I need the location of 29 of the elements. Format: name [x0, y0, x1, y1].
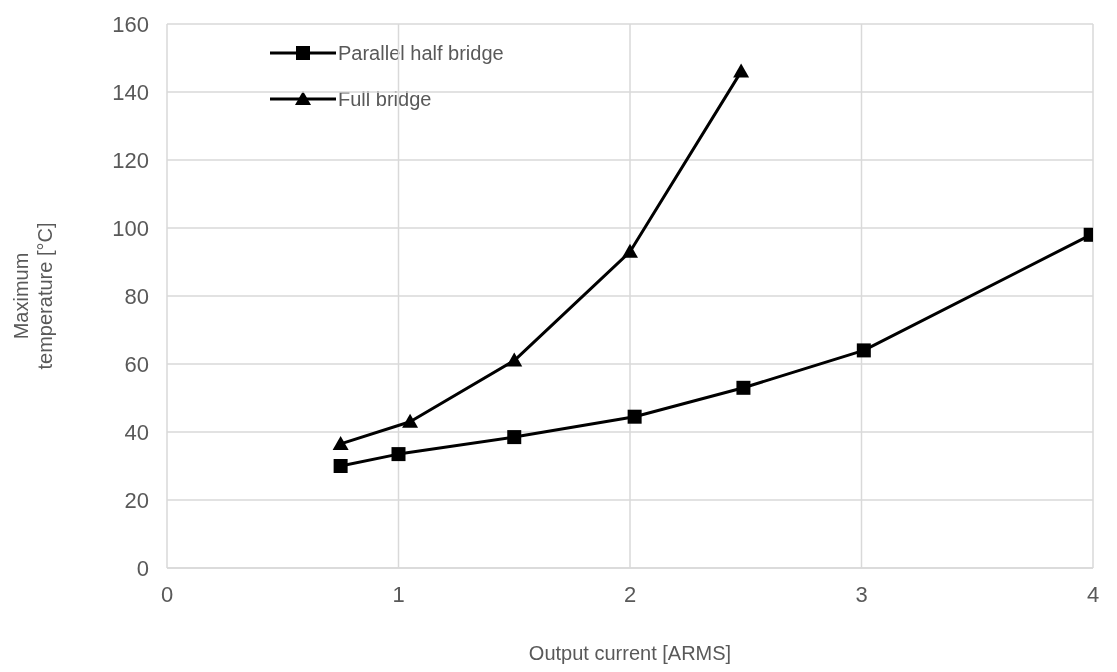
point [627, 409, 642, 424]
legend-label: Parallel half bridge [338, 41, 504, 65]
y-tick-label: 0 [136, 555, 149, 581]
point [506, 352, 523, 367]
point [622, 243, 638, 258]
y-axis-title: Maximum temperature [°C] [10, 222, 56, 370]
x-tick-label: 2 [623, 581, 637, 607]
point [332, 435, 349, 450]
x-tick-label: 0 [160, 581, 174, 607]
point [507, 430, 522, 445]
y-tick-label: 100 [112, 215, 149, 241]
x-tick-label: 4 [1086, 581, 1100, 607]
y-tick-label: 160 [112, 11, 149, 37]
legend-label: Full bridge [338, 87, 432, 111]
point [333, 459, 348, 473]
y-tick-label: 40 [124, 419, 149, 445]
x-tick-label: 3 [855, 581, 868, 607]
point [856, 343, 871, 358]
point [733, 63, 750, 78]
x-tick-label: 1 [392, 581, 405, 607]
y-tick-label: 120 [112, 147, 149, 173]
point [391, 447, 406, 462]
point [402, 413, 419, 428]
y-tick-label: 80 [124, 283, 149, 309]
y-tick-label: 20 [124, 487, 149, 513]
x-axis-title: Output current [ARMS] [528, 642, 732, 664]
y-tick-label: 60 [124, 351, 149, 377]
y-tick-label: 140 [112, 79, 149, 105]
point [736, 380, 751, 395]
